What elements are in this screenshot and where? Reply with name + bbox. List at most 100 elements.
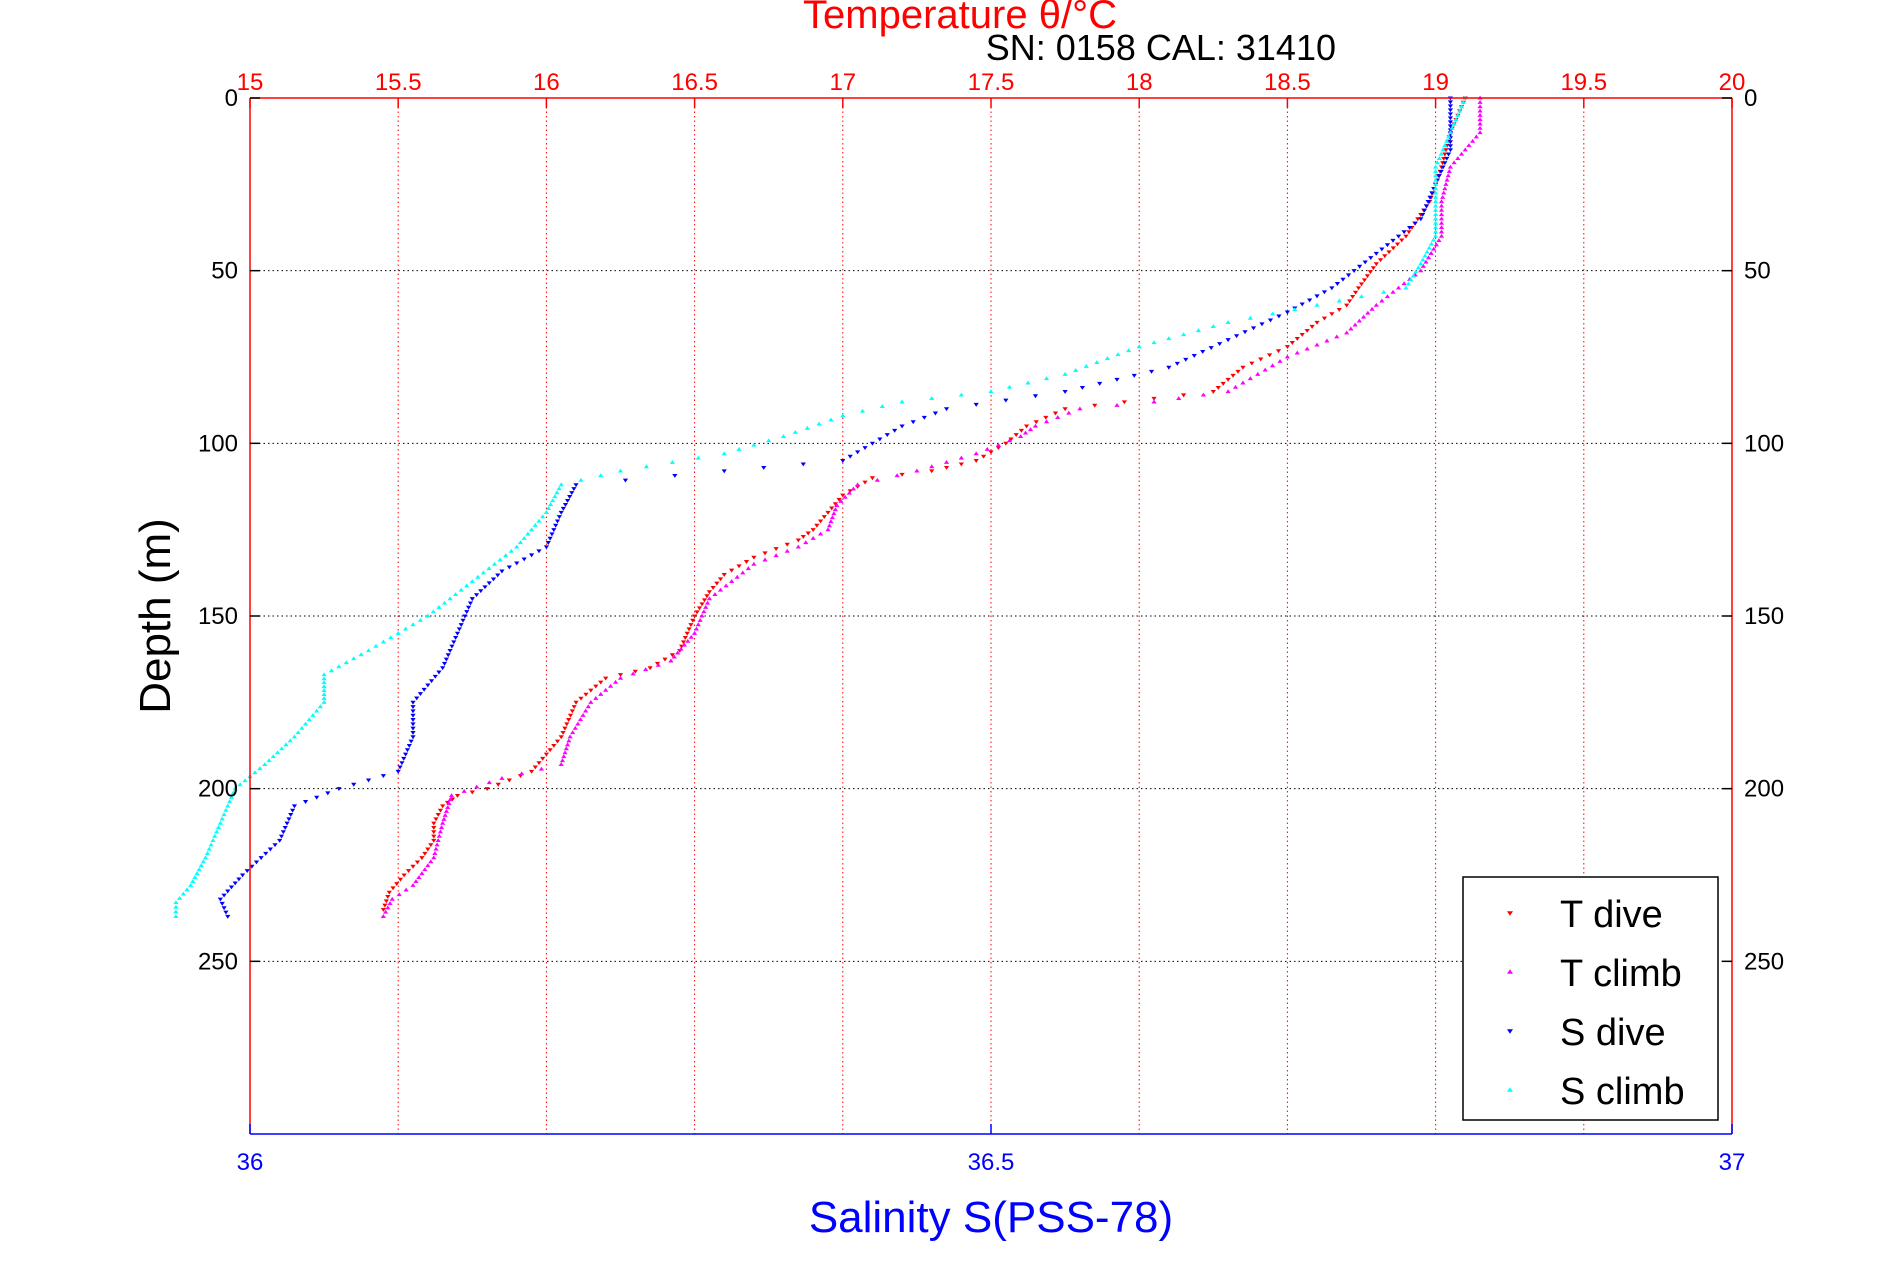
data-point [225, 914, 231, 919]
data-point [219, 901, 225, 906]
data-point [486, 566, 492, 571]
data-point [721, 451, 727, 456]
data-point [762, 551, 768, 556]
data-point [514, 561, 520, 566]
data-point [703, 605, 709, 609]
data-point [1259, 322, 1265, 327]
data-point [585, 704, 591, 709]
data-point [1006, 384, 1013, 389]
data-point [1373, 262, 1379, 267]
data-point [453, 592, 459, 596]
data-point [321, 696, 327, 700]
data-point [497, 557, 503, 562]
data-point [1379, 298, 1385, 303]
data-point [194, 871, 200, 876]
data-point [1423, 204, 1429, 209]
data-point [449, 644, 455, 649]
data-point [547, 536, 553, 541]
data-point [855, 482, 861, 487]
data-point [1367, 270, 1373, 275]
data-point [1438, 151, 1444, 156]
data-point [532, 523, 538, 527]
data-point [499, 775, 505, 780]
data-point [1477, 104, 1483, 109]
data-point [416, 875, 422, 880]
data-point [567, 713, 574, 718]
data-point [177, 895, 183, 900]
data-point [643, 667, 649, 672]
data-point [834, 503, 840, 508]
data-point [1433, 207, 1439, 212]
data-point [336, 787, 342, 792]
data-point [1055, 415, 1061, 419]
data-point [499, 569, 505, 574]
data-point [1115, 352, 1121, 357]
data-point [1447, 130, 1454, 135]
data-point [973, 451, 979, 456]
data-point [465, 605, 472, 610]
data-point [1023, 424, 1030, 429]
bottom-axis-tick-label: 37 [1719, 1149, 1746, 1176]
data-point [1062, 389, 1068, 394]
data-point [1018, 428, 1024, 433]
data-point [1258, 357, 1264, 362]
data-point [1220, 381, 1226, 386]
data-point [1276, 314, 1282, 319]
data-point [695, 455, 701, 460]
data-point [761, 465, 767, 470]
data-point [506, 565, 512, 570]
data-point [215, 825, 222, 830]
data-point [469, 579, 475, 584]
data-point [825, 527, 831, 532]
data-point [422, 851, 428, 856]
data-point [1329, 312, 1335, 317]
data-point [419, 856, 425, 861]
data-point [593, 695, 599, 700]
data-point [1344, 330, 1350, 335]
data-point [321, 692, 327, 696]
data-point [283, 742, 289, 747]
data-point [717, 577, 724, 582]
data-point [874, 477, 880, 482]
data-point [1433, 177, 1439, 182]
data-point [1444, 156, 1450, 161]
data-point [321, 684, 327, 689]
data-point [571, 705, 577, 709]
data-point [1062, 371, 1068, 376]
data-point [814, 523, 820, 528]
data-point [569, 709, 575, 714]
data-point [1357, 264, 1363, 269]
data-point [1361, 278, 1368, 283]
data-point [431, 821, 437, 826]
data-point [669, 653, 675, 658]
data-point [877, 437, 883, 442]
data-point [1438, 207, 1445, 212]
data-point [932, 411, 939, 416]
data-point [1442, 161, 1448, 166]
legend-label: T dive [1560, 894, 1663, 936]
data-point [751, 561, 757, 566]
data-point [1151, 396, 1157, 401]
top-axis-tick-label: 19.5 [1560, 69, 1607, 96]
data-point [832, 502, 838, 507]
data-point [1418, 217, 1424, 222]
data-point [431, 855, 437, 860]
data-point [1361, 314, 1367, 319]
data-point [692, 630, 698, 635]
data-point [414, 696, 420, 701]
data-point [1215, 385, 1221, 390]
data-point [432, 851, 438, 855]
data-point [580, 712, 586, 717]
data-point [1191, 353, 1197, 358]
data-point [558, 735, 564, 740]
data-point [431, 825, 437, 830]
data-point [274, 750, 281, 755]
data-point [428, 843, 434, 848]
data-point [680, 640, 687, 645]
data-point [1477, 125, 1483, 130]
data-point [643, 464, 650, 469]
data-point [829, 515, 836, 520]
data-point [1382, 254, 1388, 259]
data-point [899, 399, 905, 404]
data-point [995, 446, 1002, 450]
